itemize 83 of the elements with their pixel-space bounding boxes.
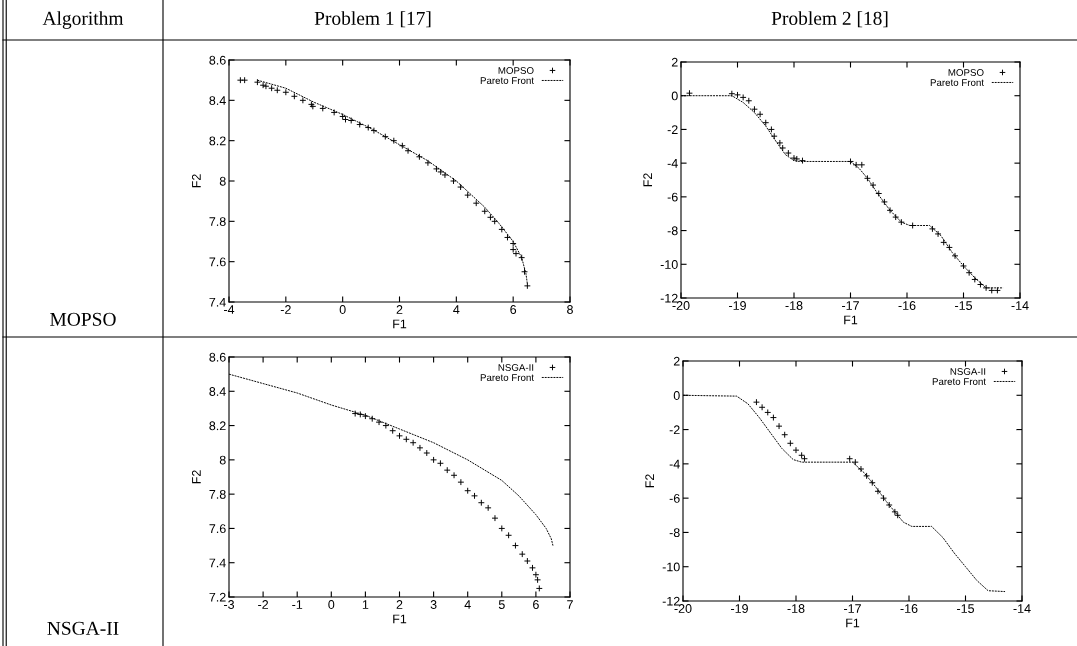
legend-label: NSGA-II [498,364,534,371]
x-tick-label: 2 [396,305,403,314]
y-tick-label: 8.2 [209,136,226,146]
text: Problem 2 [18] [771,11,888,28]
text: Algorithm [42,11,124,29]
y-tick-label: 8.6 [209,55,226,65]
y-tick-label: 7.2 [209,592,226,602]
legend-label: NSGA-II [950,368,986,375]
legend-label: MOPSO [948,69,984,76]
x-tick-label: 6 [533,600,539,609]
x-tick-label: -18 [787,604,805,613]
x-tick-label: -2 [258,600,269,609]
y-tick-label: 8 [219,455,226,465]
y-tick-label: 7.8 [209,217,226,226]
legend-label: Pareto Front [932,378,986,385]
y-tick-label: -12 [660,293,678,303]
x-tick-label: 7 [567,600,573,609]
y-axis-title: F2 [643,173,653,187]
x-tick-label: -20 [672,301,690,310]
legend-label: MOPSO [498,67,534,74]
x-tick-label: -3 [224,600,235,609]
y-tick-label: 7.6 [209,257,226,267]
x-tick-label: 1 [362,600,369,609]
y-tick-label: -8 [669,528,680,538]
y-axis-title: F2 [645,474,655,488]
x-tick-label: -16 [900,604,918,613]
y-tick-label: 7.4 [209,558,226,568]
y-tick-label: 8.6 [209,352,226,362]
x-tick-label: -17 [842,301,859,310]
x-tick-label: -14 [1011,301,1029,310]
x-tick-label: -16 [898,301,916,310]
text: NSGA-II [47,621,119,635]
y-tick-label: -6 [669,493,680,503]
y-tick-label: 7.8 [209,489,226,499]
y-tick-label: -4 [669,459,680,469]
x-tick-label: 4 [464,600,471,609]
y-axis-title: F2 [191,174,201,188]
x-tick-label: -14 [1013,604,1031,613]
x-tick-label: -2 [280,305,291,314]
x-axis-title: F1 [846,618,860,628]
x-tick-label: 5 [498,600,505,609]
x-tick-label: -15 [957,604,975,613]
text: MOPSO [50,312,116,326]
y-tick-label: -10 [662,562,680,572]
y-tick-label: -4 [667,159,678,168]
y-tick-label: 8.2 [209,421,226,431]
x-tick-label: 0 [339,305,346,314]
y-tick-label: 7.4 [209,297,226,307]
legend-label: Pareto Front [480,77,534,84]
x-axis-title: F1 [393,319,407,329]
y-tick-label: -12 [662,596,680,606]
y-tick-label: -2 [667,125,678,134]
legend-label: Pareto Front [480,374,534,381]
x-tick-label: -18 [785,301,803,310]
y-tick-label: -10 [660,260,678,269]
x-axis-title: F1 [393,614,407,624]
text: Problem 1 [17] [314,11,431,28]
x-tick-label: -20 [674,604,692,613]
x-tick-label: 0 [328,600,335,609]
x-axis-title: F1 [844,315,858,325]
legend-label: Pareto Front [930,79,984,86]
x-tick-label: 6 [510,305,517,314]
x-tick-label: 3 [430,600,437,609]
x-tick-label: -17 [844,604,861,613]
y-tick-label: 8.4 [209,387,226,396]
y-tick-label: 8 [219,176,226,186]
y-tick-label: -6 [667,192,678,202]
y-tick-label: 0 [673,391,680,400]
x-tick-label: -1 [292,600,303,609]
y-tick-label: 0 [671,91,678,101]
x-tick-label: -19 [729,301,746,310]
x-tick-label: -15 [955,301,973,310]
y-tick-label: 8.4 [209,96,226,105]
y-tick-label: 7.6 [209,524,226,534]
x-tick-label: 4 [453,305,460,314]
y-tick-label: 2 [673,356,680,366]
y-tick-label: 2 [671,57,678,67]
y-tick-label: -8 [667,226,678,236]
x-tick-label: 2 [396,600,403,609]
y-axis-title: F2 [191,470,201,484]
x-tick-label: 8 [567,305,573,314]
y-tick-label: -2 [669,425,680,435]
x-tick-label: -19 [731,604,748,613]
